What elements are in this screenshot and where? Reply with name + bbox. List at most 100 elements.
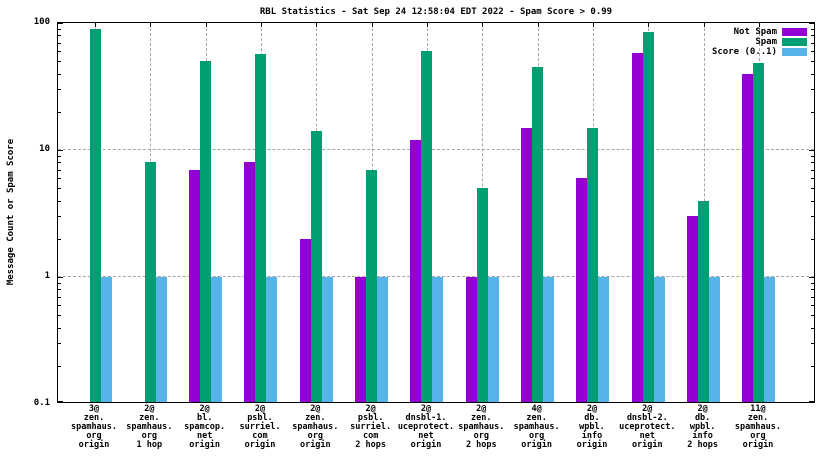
bar-not-spam — [742, 73, 754, 402]
y-major-tick-left — [58, 401, 63, 402]
y-major-tick-right — [809, 277, 814, 278]
y-minor-tick-left — [58, 315, 61, 317]
x-category-label-line: spamhaus. — [458, 422, 505, 432]
x-category-label: 3@ zen. spamhaus. org origin — [49, 405, 139, 450]
y-minor-tick-right — [811, 73, 814, 75]
legend-label: Not Spam — [733, 27, 777, 37]
bar-score-0-1- — [155, 277, 167, 402]
horizontal-gridline — [58, 149, 814, 150]
y-minor-tick-left — [58, 169, 61, 171]
legend-label: Spam — [755, 37, 777, 47]
x-category-label-line: uceprotect. — [397, 422, 455, 432]
x-category-label-line: 2 hops — [687, 440, 718, 450]
bar-spam — [200, 61, 212, 402]
y-minor-tick-right — [811, 282, 814, 284]
x-category-label-line: dnsbl-2. — [626, 413, 668, 423]
x-category-label-line: 2@ — [310, 404, 321, 414]
x-category-label-line: org — [141, 431, 157, 441]
y-minor-tick-left — [58, 296, 61, 298]
y-minor-tick-left — [58, 365, 61, 367]
x-category-label-line: net — [639, 431, 655, 441]
x-category-label-line: zen. — [747, 413, 769, 423]
y-minor-tick-left — [58, 162, 61, 164]
x-category-label-line: psbl. — [357, 413, 384, 423]
x-category-label-line: origin — [189, 440, 221, 450]
y-minor-tick-right — [811, 188, 814, 190]
x-category-label-line: 4@ — [531, 404, 542, 414]
bar-spam — [144, 162, 156, 402]
x-category-label-line: zen. — [139, 413, 160, 423]
x-category-label: 2@ psbl. surriel. com 2 hops — [326, 405, 416, 450]
x-category-label-line: 2@ — [144, 404, 155, 414]
y-major-tick-right — [809, 150, 814, 151]
legend-label: Score (0..1) — [711, 47, 777, 57]
x-category-label-line: spamhaus. — [292, 422, 339, 432]
legend-swatch — [782, 48, 807, 56]
bar-score-0-1- — [764, 277, 776, 402]
x-category-label-line: 2@ — [476, 404, 487, 414]
x-category-label-line: spamhaus. — [70, 422, 118, 432]
x-category-label-line: zen. — [83, 413, 105, 423]
y-minor-tick-left — [58, 35, 61, 37]
y-tick-label: 1 — [44, 271, 50, 281]
x-category-label-line: 3@ — [88, 404, 100, 414]
x-category-label-line: 11@ — [750, 404, 766, 414]
x-tick-top — [648, 23, 650, 27]
bar-spam — [255, 54, 267, 402]
x-tick-top — [703, 23, 705, 27]
y-minor-tick-right — [811, 365, 814, 367]
x-tick-top — [95, 23, 96, 27]
x-category-label-line: 2@ — [365, 404, 376, 414]
x-category-label-line: psbl. — [247, 413, 273, 423]
x-category-label-line: 1 hop — [136, 440, 163, 450]
x-category-label-line: info — [581, 431, 603, 441]
x-category-label-line: net — [418, 431, 434, 441]
x-category-label-line: origin — [521, 440, 552, 450]
x-category-label-line: bl. — [196, 413, 213, 423]
x-category-label-line: wpbl. — [689, 422, 716, 432]
x-category-label: 2@ zen. spamhaus. org 2 hops — [436, 405, 526, 450]
y-tick-label: 0.1 — [33, 398, 50, 408]
x-category-label: 2@ zen. spamhaus. org 1 hop — [104, 405, 194, 450]
x-tick-top — [316, 23, 318, 27]
y-minor-tick-left — [58, 282, 61, 284]
x-category-label-line: com — [252, 431, 268, 441]
bar-score-0-1- — [432, 277, 444, 402]
x-category-label: 4@ zen. spamhaus. org origin — [492, 405, 582, 450]
y-tick-label: 10 — [39, 144, 50, 154]
y-minor-tick-right — [811, 89, 814, 91]
y-minor-tick-right — [811, 200, 814, 202]
x-tick-top — [260, 23, 262, 27]
y-minor-tick-left — [58, 42, 61, 44]
bar-spam — [421, 51, 433, 402]
x-category-label-line: info — [692, 431, 713, 441]
x-category-label-line: wpbl. — [579, 422, 605, 432]
bar-not-spam — [687, 216, 699, 402]
x-category-label-line: origin — [78, 440, 110, 450]
x-category-label-line: zen. — [471, 413, 492, 423]
y-minor-tick-right — [811, 155, 814, 157]
x-category-label-line: org — [473, 431, 489, 441]
bar-spam — [698, 200, 710, 402]
x-tick-top — [371, 23, 373, 27]
y-major-tick-left — [58, 277, 63, 278]
bar-score-0-1- — [100, 277, 112, 402]
y-minor-tick-left — [58, 178, 61, 180]
x-category-label-line: origin — [631, 440, 663, 450]
x-category-label-line: 2 hops — [355, 440, 386, 450]
x-category-label: 11@ zen. spamhaus. org origin — [713, 405, 803, 450]
bar-not-spam — [631, 53, 643, 402]
y-minor-tick-right — [811, 238, 814, 240]
bar-not-spam — [465, 277, 477, 402]
x-category-label: 2@ psbl. surriel. com origin — [215, 405, 305, 450]
y-major-tick-left — [58, 23, 63, 24]
x-category-label-line: origin — [299, 440, 331, 450]
x-category-label-line: spamcop. — [184, 422, 226, 432]
bar-score-0-1- — [543, 277, 555, 402]
y-minor-tick-right — [811, 315, 814, 317]
x-category-label-line: 2@ — [199, 404, 210, 414]
y-minor-tick-right — [811, 35, 814, 37]
y-minor-tick-right — [811, 28, 814, 30]
x-category-label-line: db. — [584, 413, 600, 423]
x-category-label: 2@ dnsbl-1. uceprotect. net origin — [381, 405, 471, 450]
